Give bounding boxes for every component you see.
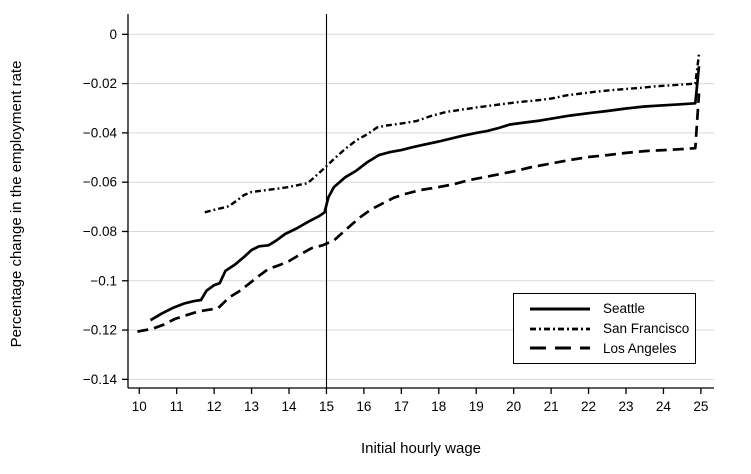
- legend-item-seattle: Seattle: [528, 300, 691, 318]
- x-axis-title: Initial hourly wage: [361, 440, 481, 457]
- x-tick-label: 16: [356, 399, 371, 414]
- x-tick-label: 20: [506, 399, 521, 414]
- y-tick-label: −0.02: [83, 76, 117, 91]
- x-tick-label: 17: [394, 399, 409, 414]
- legend-label-san-francisco: San Francisco: [603, 320, 690, 336]
- y-tick-label: −0.06: [83, 175, 117, 190]
- y-tick-label: −0.04: [83, 125, 118, 140]
- x-tick-label: 21: [544, 399, 559, 414]
- legend-label-seattle: Seattle: [603, 301, 646, 316]
- legend-item-san-francisco: San Francisco: [528, 320, 691, 338]
- los-angeles-line-sample-icon: [530, 346, 590, 350]
- san-francisco-line: [204, 53, 701, 214]
- y-tick-label: 0: [109, 27, 117, 42]
- legend: Seattle San Francisco Los Angeles: [513, 293, 696, 364]
- x-tick-label: 15: [319, 399, 334, 414]
- x-tick-label: 13: [244, 399, 259, 414]
- x-tick-label: 19: [469, 399, 484, 414]
- x-tick-label: 24: [656, 399, 672, 414]
- x-tick-label: 11: [170, 399, 184, 414]
- x-tick-label: 25: [693, 399, 708, 414]
- y-tick-label: −0.08: [83, 224, 117, 239]
- y-tick-label: −0.1: [90, 273, 117, 288]
- seattle-line: [149, 66, 701, 322]
- x-tick-label: 14: [281, 399, 297, 414]
- los-angeles-line: [137, 93, 701, 333]
- legend-label-los-angeles: Los Angeles: [603, 340, 677, 356]
- legend-item-los-angeles: Los Angeles: [528, 339, 691, 357]
- x-tick-label: 23: [618, 399, 633, 414]
- y-tick-label: −0.12: [83, 323, 117, 338]
- seattle-line-sample-icon: [530, 307, 590, 311]
- x-tick-label: 18: [431, 399, 446, 414]
- x-tick-label: 10: [132, 399, 147, 414]
- x-tick-label: 12: [207, 399, 222, 414]
- y-tick-label: −0.14: [83, 372, 118, 387]
- y-axis-title: Percentage change in the employment rate: [8, 61, 25, 348]
- san-francisco-line-sample-icon: [530, 327, 590, 330]
- x-tick-label: 22: [581, 399, 596, 414]
